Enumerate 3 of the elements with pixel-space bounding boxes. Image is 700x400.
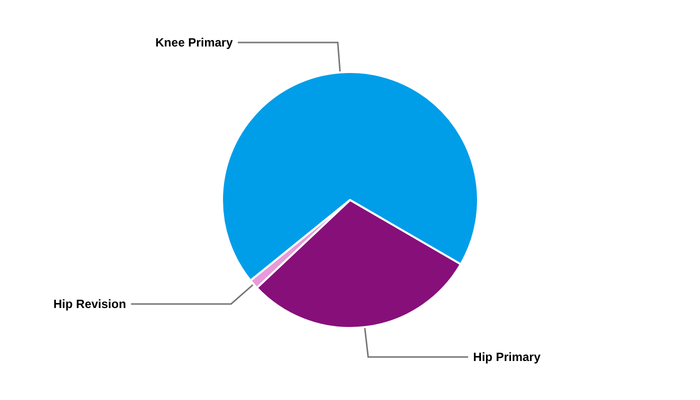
slice-label: Hip Revision — [53, 296, 126, 311]
slice-label: Knee Primary — [155, 35, 234, 50]
slice-label: Hip Primary — [473, 350, 541, 364]
